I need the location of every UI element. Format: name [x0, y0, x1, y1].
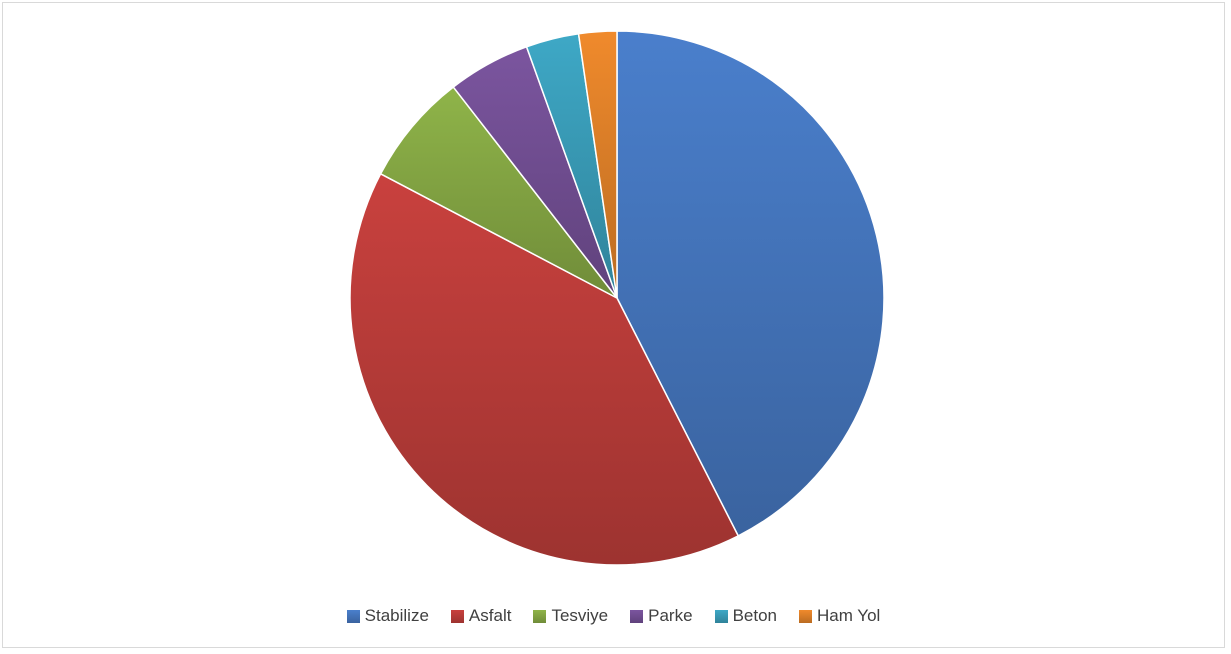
legend-item-ham-yol: Ham Yol — [799, 606, 880, 626]
legend-item-asfalt: Asfalt — [450, 606, 512, 626]
pie-chart — [349, 30, 885, 566]
pie-slice-tesviye — [379, 85, 618, 299]
legend: Stabilize Asfalt Tesviye Parke Beton Ham Yol — [3, 606, 1224, 626]
pie-slice-ham-yol — [577, 30, 618, 299]
legend-swatch — [450, 609, 464, 623]
legend-item-stabilize: Stabilize — [346, 606, 429, 626]
legend-label: Tesviye — [551, 606, 609, 625]
legend-label: Parke — [648, 606, 693, 625]
legend-swatch — [799, 609, 812, 623]
legend-label: Beton — [732, 606, 777, 625]
legend-swatch — [630, 609, 644, 623]
legend-item-parke: Parke — [630, 606, 693, 626]
legend-item-tesviye: Tesviye — [533, 606, 608, 626]
pie-slice-asfalt — [349, 172, 740, 566]
pie-slice-stabilize — [616, 30, 885, 537]
pie-slices — [349, 30, 885, 566]
legend-swatch — [346, 609, 360, 623]
legend-label: Asfalt — [468, 606, 512, 625]
legend-label: Stabilize — [364, 606, 429, 625]
legend-item-beton: Beton — [714, 606, 777, 626]
legend-label: Ham Yol — [817, 606, 881, 625]
legend-swatch — [714, 609, 728, 623]
legend-swatch — [533, 609, 547, 623]
